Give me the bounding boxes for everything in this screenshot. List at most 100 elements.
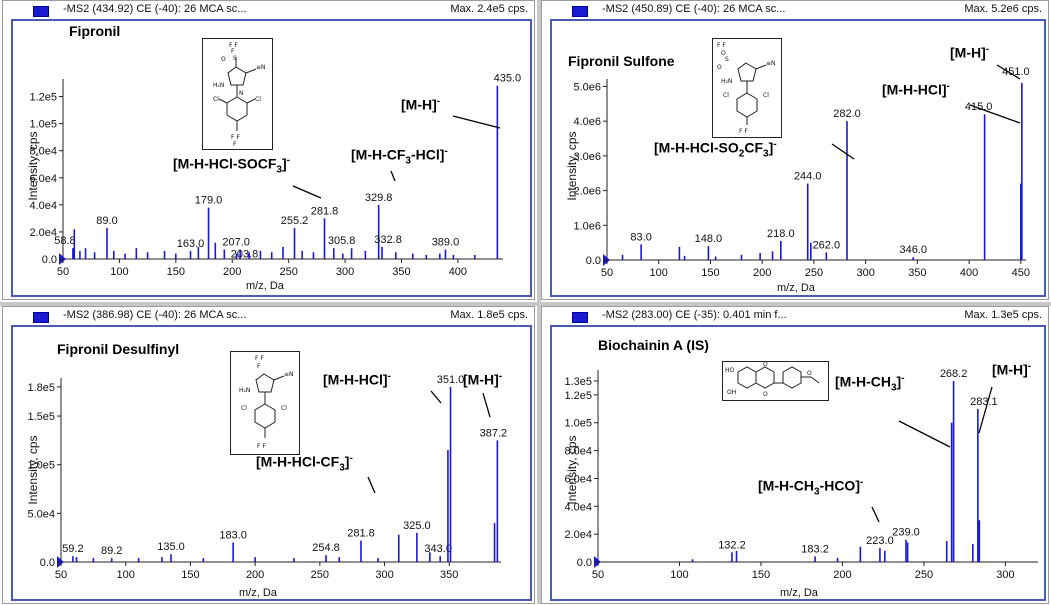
peak-label: 183.0 xyxy=(219,530,247,542)
y-tick-label: 4.0e4 xyxy=(29,200,57,212)
y-tick-label: 1.0e5 xyxy=(564,418,592,430)
y-tick-label: 1.2e5 xyxy=(564,390,592,402)
peak-label: 329.8 xyxy=(365,192,393,204)
svg-text:O: O xyxy=(763,362,768,368)
y-tick-label: 5.0e6 xyxy=(573,81,601,93)
x-axis-label: m/z, Da xyxy=(780,587,818,599)
peak-label: 325.0 xyxy=(403,520,431,532)
x-tick-label: 200 xyxy=(833,569,851,581)
peak-label: 346.0 xyxy=(899,244,927,256)
x-tick-label: 100 xyxy=(670,569,688,581)
spectrum-plot: 50 100 150 200 250 300 0.0 2.0e4 4.0e4 6.0e4 8.0e4… xyxy=(564,368,1038,581)
x-tick-label: 150 xyxy=(701,267,719,279)
scan-header: -MS2 (450.89) CE (-40): 26 MCA sc... xyxy=(602,3,786,15)
svg-text:OH: OH xyxy=(727,389,736,396)
compound-name: Fipronil Desulfinyl xyxy=(57,341,180,357)
x-tick-label: 50 xyxy=(592,569,604,581)
peak-label: 135.0 xyxy=(157,541,185,553)
svg-text:F F: F F xyxy=(229,42,238,49)
y-tick-label: 8.0e4 xyxy=(29,146,57,158)
x-tick-label: 150 xyxy=(181,569,199,581)
x-tick-label: 350 xyxy=(908,267,926,279)
x-tick-label: 300 xyxy=(336,266,354,278)
peak-label: 239.0 xyxy=(892,527,920,539)
x-axis-label: m/z, Da xyxy=(777,282,815,294)
x-tick-label: 50 xyxy=(57,266,69,278)
peak-label: 83.0 xyxy=(630,231,651,243)
svg-text:O: O xyxy=(721,50,726,57)
plot-frame xyxy=(11,19,532,297)
peak-label: 244.0 xyxy=(794,171,822,183)
annotation-leader-line xyxy=(292,185,322,199)
spectrum-plot: 50 100 150 200 250 300 350 400 450 0.0 1.0e6 2.0e6 3… xyxy=(573,64,1030,279)
peak-label: 451.0 xyxy=(1002,66,1030,78)
ion-label-m-h: [M-H]- xyxy=(401,96,441,113)
peak-label: 148.0 xyxy=(695,233,723,245)
y-tick-label: 6.0e4 xyxy=(564,473,592,485)
trace-color-marker xyxy=(33,6,49,17)
svg-text:Cl: Cl xyxy=(255,96,261,103)
molecule-drawing: F FF ≡N H₂N Cl Cl F F xyxy=(239,355,294,450)
svg-text:O: O xyxy=(221,56,226,63)
peak-label: 281.8 xyxy=(311,205,339,217)
svg-text:Cl: Cl xyxy=(723,92,729,99)
max-intensity: Max. 1.8e5 cps. xyxy=(450,309,528,321)
y-tick-label: 1.3e5 xyxy=(564,376,592,388)
scan-header: -MS2 (386.98) CE (-40): 26 MCA sc... xyxy=(63,309,247,321)
spectrum-panel-fipronil-sulfone: -MS2 (450.89) CE (-40): 26 MCA sc... Max… xyxy=(541,0,1049,300)
peak-label: 58.8 xyxy=(54,235,75,247)
x-tick-label: 50 xyxy=(601,267,613,279)
peak-label: 282.0 xyxy=(833,108,861,120)
annotation-leader-line xyxy=(969,104,1021,124)
svg-text:F F: F F xyxy=(257,443,266,450)
svg-text:≡N: ≡N xyxy=(284,371,294,378)
y-tick-label: 1.0e6 xyxy=(573,220,601,232)
peak-label: 132.2 xyxy=(718,539,746,551)
peak-label: 89.0 xyxy=(96,215,117,227)
ion-label-m-h-hcl-socf3: [M-H-HCl-SOCF3]- xyxy=(173,155,290,176)
y-tick-label: 1.0e5 xyxy=(29,119,57,131)
annotation-leader-line xyxy=(452,115,501,129)
x-axis-label: m/z, Da xyxy=(239,587,277,599)
peak-label: 389.0 xyxy=(432,237,460,249)
y-tick-label: 8.0e4 xyxy=(564,446,592,458)
peak-label: 203.8 xyxy=(231,249,259,261)
ion-label-m-h: [M-H]- xyxy=(463,371,503,388)
y-tick-label: 6.0e4 xyxy=(29,173,57,185)
svg-text:H₂N: H₂N xyxy=(721,78,732,85)
y-tick-label: 1.5e5 xyxy=(27,411,55,423)
ion-label-m-h-hcl-cf3: [M-H-HCl-CF3]- xyxy=(256,453,353,474)
x-tick-label: 350 xyxy=(440,569,458,581)
spectrum-plot: 50 100 150 200 250 300 350 400 0.0 2.0e4 4.0e4 6.0e… xyxy=(29,73,521,278)
annotation-leader-line xyxy=(978,386,993,434)
ion-label-m-h: [M-H]- xyxy=(992,361,1032,378)
x-tick-label: 250 xyxy=(915,569,933,581)
y-tick-label: 0.0 xyxy=(586,255,601,267)
peak-label: 207.0 xyxy=(222,237,250,249)
svg-text:S: S xyxy=(233,55,237,62)
spectrum-panel-biochainin-a: -MS2 (283.00) CE (-35): 0.401 min f... M… xyxy=(541,306,1049,604)
x-tick-label: 300 xyxy=(856,267,874,279)
y-tick-label: 1.8e5 xyxy=(27,382,55,394)
molecule-drawing: F FO SO ≡N H₂N Cl Cl F F xyxy=(717,42,776,135)
compound-name: Fipronil Sulfone xyxy=(568,53,675,69)
svg-text:F: F xyxy=(231,48,235,55)
x-tick-label: 450 xyxy=(1012,267,1030,279)
x-tick-label: 350 xyxy=(392,266,410,278)
svg-text:Cl: Cl xyxy=(763,92,769,99)
peak-label: 281.8 xyxy=(347,528,375,540)
y-tick-label: 2.0e4 xyxy=(564,529,592,541)
annotation-leader-line xyxy=(430,390,442,404)
x-tick-label: 100 xyxy=(117,569,135,581)
y-axis-label: Intensity, cps xyxy=(26,435,40,505)
ion-label-m-h-hcl-so2cf3: [M-H-HCl-SO2CF3]- xyxy=(654,139,777,160)
svg-text:Cl: Cl xyxy=(241,405,247,412)
annotation-leader-line xyxy=(831,143,855,160)
peak-label: 183.2 xyxy=(801,543,829,555)
peak-label: 218.0 xyxy=(767,228,795,240)
peak-label: 268.2 xyxy=(940,368,968,380)
y-tick-label: 5.0e4 xyxy=(27,508,55,520)
ion-label-m-h-ch3: [M-H-CH3]- xyxy=(835,373,905,394)
max-intensity: Max. 2.4e5 cps. xyxy=(450,3,528,15)
